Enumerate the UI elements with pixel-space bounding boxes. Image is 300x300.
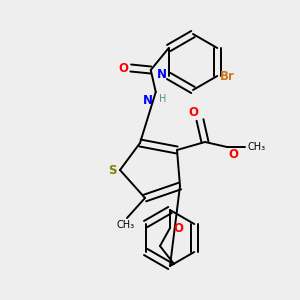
Text: S: S bbox=[109, 164, 117, 176]
Text: O: O bbox=[119, 61, 129, 74]
Text: O: O bbox=[188, 106, 198, 119]
Text: O: O bbox=[228, 148, 238, 161]
Text: CH₃: CH₃ bbox=[247, 142, 265, 152]
Text: CH₃: CH₃ bbox=[117, 220, 135, 230]
Text: N: N bbox=[157, 68, 167, 82]
Text: N: N bbox=[143, 94, 153, 107]
Text: Br: Br bbox=[220, 70, 235, 83]
Text: O: O bbox=[173, 221, 183, 235]
Text: H: H bbox=[159, 94, 166, 104]
